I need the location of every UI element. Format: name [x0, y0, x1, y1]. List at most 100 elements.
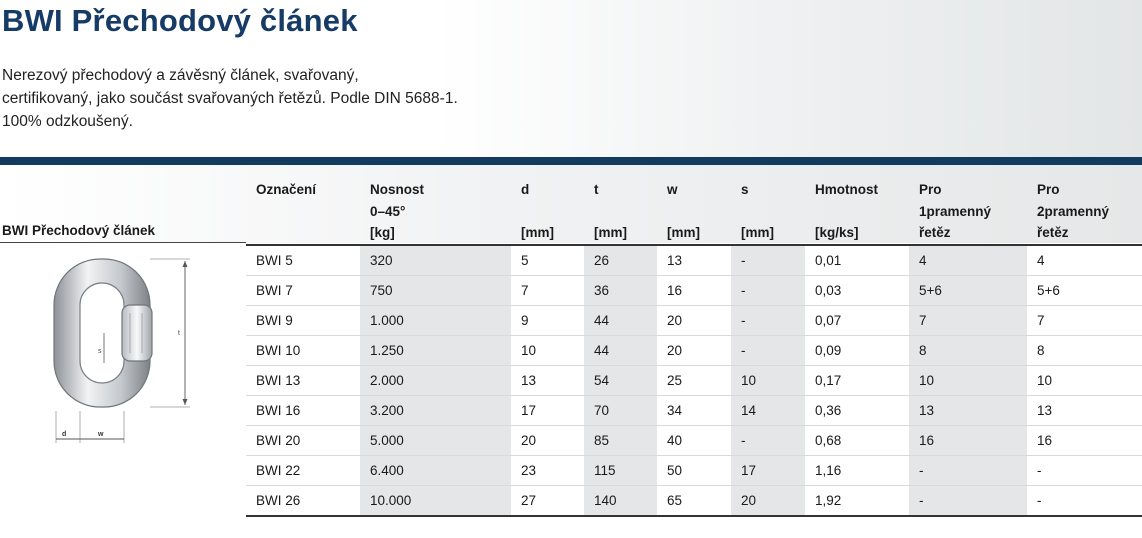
description-line: 100% odzkoušený.: [2, 113, 133, 130]
column-header-line: [kg]: [370, 225, 395, 240]
cell-d: 23: [511, 455, 584, 486]
cell-w: 20: [657, 305, 731, 336]
cell-pro-2pramenny: 4: [1027, 244, 1142, 276]
column-header-line: [256, 201, 360, 223]
cell-hmotnost: 0,36: [805, 395, 909, 426]
column-header-line: t: [594, 182, 599, 197]
cell-nosnost: 320: [360, 244, 511, 276]
cell-s: 10: [731, 365, 805, 396]
cell-oznaceni: BWI 26: [246, 485, 360, 517]
column-header-line: Nosnost: [370, 182, 424, 197]
column-header-d: d [mm]: [511, 165, 584, 246]
column-header-line: [594, 201, 657, 223]
cell-s: 17: [731, 455, 805, 486]
product-label-divider: [0, 242, 246, 243]
column-header-line: 2pramenný: [1037, 203, 1110, 219]
cell-nosnost: 1.250: [360, 335, 511, 366]
cell-pro-2pramenny: 5+6: [1027, 275, 1142, 306]
cell-d: 10: [511, 335, 584, 366]
cell-hmotnost: 0,01: [805, 244, 909, 276]
cell-w: 65: [657, 485, 731, 517]
cell-oznaceni: BWI 13: [246, 365, 360, 396]
cell-nosnost: 10.000: [360, 485, 511, 517]
cell-d: 20: [511, 425, 584, 456]
cell-nosnost: 3.200: [360, 395, 511, 426]
description-line: certifikovaný, jako součást svařovaných …: [2, 90, 458, 107]
table-row: BWI 22 6.400 23 115 50 17 1,16- -: [246, 455, 1142, 486]
cell-hmotnost: 1,16: [805, 455, 909, 486]
column-header-w: w [mm]: [657, 165, 731, 246]
column-header-line: [kg/ks]: [815, 225, 859, 240]
cell-s: -: [731, 305, 805, 336]
column-header-line: 0–45°: [370, 203, 406, 219]
cell-pro-1pramenny: 5+6: [909, 275, 1027, 306]
column-header-line: [mm]: [521, 225, 554, 240]
header-background: [0, 0, 1142, 158]
cell-t: 140: [584, 485, 657, 517]
cell-pro-1pramenny: 10: [909, 365, 1027, 396]
column-header-line: řetěz: [919, 225, 951, 240]
table-row: BWI 10 1.250 10 44 20-0,09 8 8: [246, 335, 1142, 366]
cell-pro-2pramenny: -: [1027, 455, 1142, 486]
cell-pro-2pramenny: 8: [1027, 335, 1142, 366]
cell-hmotnost: 0,17: [805, 365, 909, 396]
column-header-oznaceni: Označení: [246, 165, 360, 246]
cell-nosnost: 750: [360, 275, 511, 306]
table-row: BWI 16 3.200 17 70 34 14 0,36 13 13: [246, 395, 1142, 426]
table-row: BWI 5 320 5 26 13-0,01 4 4: [246, 244, 1142, 276]
cell-oznaceni: BWI 22: [246, 455, 360, 486]
column-header-line: [mm]: [594, 225, 627, 240]
cell-pro-1pramenny: 16: [909, 425, 1027, 456]
cell-oznaceni: BWI 7: [246, 275, 360, 306]
cell-nosnost: 2.000: [360, 365, 511, 396]
cell-pro-1pramenny: -: [909, 455, 1027, 486]
column-header-line: [256, 222, 360, 244]
cell-d: 27: [511, 485, 584, 517]
table-row: BWI 20 5.000 20 85 40-0,68 16 16: [246, 425, 1142, 456]
column-header-line: [521, 201, 584, 223]
cell-pro-1pramenny: -: [909, 485, 1027, 517]
column-header-line: Hmotnost: [815, 182, 878, 197]
column-header-line: 1pramenný: [919, 203, 992, 219]
table-header-row: Označení Nosnost 0–45° [kg] d [mm] t [mm] w [mm] s…: [246, 165, 1142, 246]
cell-pro-2pramenny: 16: [1027, 425, 1142, 456]
cell-nosnost: 5.000: [360, 425, 511, 456]
table-row: BWI 26 10.000 27 140 65 20 1,92- -: [246, 485, 1142, 517]
cell-oznaceni: BWI 9: [246, 305, 360, 336]
table-row: BWI 13 2.000 13 54 25 10 0,17 10 10: [246, 365, 1142, 396]
cell-hmotnost: 0,07: [805, 305, 909, 336]
column-header-line: s: [741, 182, 749, 197]
cell-hmotnost: 0,03: [805, 275, 909, 306]
cell-hmotnost: 1,92: [805, 485, 909, 517]
column-header-nosnost: Nosnost 0–45° [kg]: [360, 165, 511, 246]
cell-s: 20: [731, 485, 805, 517]
column-header-line: řetěz: [1037, 225, 1069, 240]
column-header-line: Pro: [919, 182, 942, 197]
cell-d: 5: [511, 244, 584, 276]
cell-nosnost: 1.000: [360, 305, 511, 336]
cell-d: 17: [511, 395, 584, 426]
dim-label-d: d: [62, 431, 66, 438]
product-description: Nerezový přechodový a závěsný článek, sv…: [2, 64, 458, 133]
column-header-line: d: [521, 182, 530, 197]
table-row: BWI 7 750 7 36 16-0,03 5+6 5+6: [246, 275, 1142, 306]
column-header-hmotnost: Hmotnost [kg/ks]: [805, 165, 909, 246]
column-header-s: s [mm]: [731, 165, 805, 246]
cell-w: 25: [657, 365, 731, 396]
cell-pro-1pramenny: 7: [909, 305, 1027, 336]
cell-t: 36: [584, 275, 657, 306]
column-header-line: [667, 201, 731, 223]
column-header-line: [mm]: [741, 225, 774, 240]
cell-pro-1pramenny: 13: [909, 395, 1027, 426]
cell-t: 44: [584, 335, 657, 366]
column-header-line: Označení: [256, 182, 317, 197]
cell-w: 16: [657, 275, 731, 306]
cell-d: 9: [511, 305, 584, 336]
cell-oznaceni: BWI 5: [246, 244, 360, 276]
cell-t: 44: [584, 305, 657, 336]
cell-pro-1pramenny: 4: [909, 244, 1027, 276]
cell-t: 26: [584, 244, 657, 276]
dim-label-t: t: [178, 330, 180, 337]
column-header-line: [mm]: [667, 225, 700, 240]
column-header-pro-2pramenny: Pro 2pramenný řetěz: [1027, 165, 1142, 246]
